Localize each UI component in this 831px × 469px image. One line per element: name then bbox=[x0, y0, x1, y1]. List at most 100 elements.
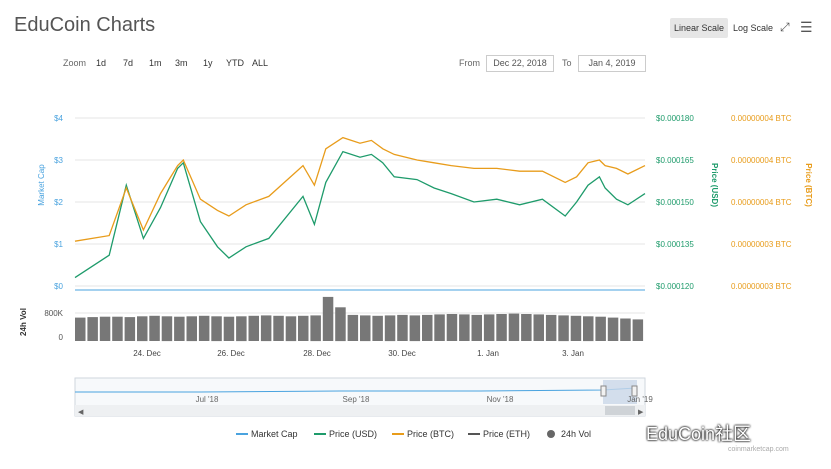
volume-bar bbox=[137, 316, 148, 342]
zoom-3m-button[interactable]: 3m bbox=[175, 58, 188, 68]
volume-bar bbox=[446, 314, 458, 341]
navigator-scrollbar bbox=[75, 405, 645, 416]
price-btc-series bbox=[74, 136, 646, 242]
volume-bar bbox=[298, 315, 309, 341]
volume-bar bbox=[112, 316, 123, 341]
volume-bar bbox=[409, 315, 421, 342]
x-tick-label: 26. Dec bbox=[217, 349, 245, 358]
volume-bar bbox=[87, 317, 98, 341]
to-label: To bbox=[562, 58, 572, 68]
volume-tick: 800K bbox=[44, 309, 63, 318]
volume-bar bbox=[211, 316, 222, 342]
volume-bar bbox=[422, 314, 433, 341]
market-cap-tick: $0 bbox=[54, 282, 63, 291]
expand-icon[interactable]: ⤢ bbox=[780, 20, 790, 34]
price-usd-tick: $0.000120 bbox=[656, 282, 694, 291]
zoom-label: Zoom bbox=[63, 58, 87, 68]
page-title: EduCoin Charts bbox=[14, 14, 156, 36]
market-cap-tick: $2 bbox=[54, 198, 63, 207]
volume-bar bbox=[384, 315, 396, 342]
volume-bar bbox=[285, 316, 297, 342]
navigator-label: Nov '18 bbox=[487, 395, 514, 404]
market-cap-tick: $1 bbox=[54, 240, 63, 249]
from-date-input[interactable]: Dec 22, 2018 bbox=[486, 55, 554, 72]
volume-bar bbox=[372, 315, 383, 341]
volume-bar bbox=[360, 315, 371, 342]
volume-axis-label: 24h Vol bbox=[19, 308, 28, 336]
volume-bar bbox=[620, 318, 631, 341]
price-usd-tick: $0.000180 bbox=[656, 114, 694, 123]
market-cap-axis-label: Market Cap bbox=[37, 164, 46, 206]
volume-bar bbox=[607, 317, 619, 341]
x-tick-label: 3. Jan bbox=[562, 349, 584, 358]
volume-bar bbox=[496, 314, 507, 341]
scroll-right-icon: ▶ bbox=[638, 409, 644, 416]
zoom-1d-button[interactable]: 1d bbox=[96, 58, 107, 68]
market-cap-tick: $3 bbox=[54, 156, 63, 165]
legend-item: Market Cap bbox=[251, 429, 298, 439]
x-tick-label: 24. Dec bbox=[133, 349, 161, 358]
volume-bar bbox=[260, 315, 272, 342]
zoom-1m-button[interactable]: 1m bbox=[149, 58, 162, 68]
zoom-7d-button[interactable]: 7d bbox=[123, 58, 134, 68]
volume-bar bbox=[471, 314, 482, 341]
legend-item: Price (ETH) bbox=[483, 429, 530, 439]
to-date-input[interactable]: Jan 4, 2019 bbox=[578, 55, 646, 72]
volume-bar bbox=[347, 314, 359, 341]
price-btc-tick: 0.00000004 BTC bbox=[731, 156, 792, 165]
log-scale-button[interactable]: Log Scale bbox=[733, 23, 774, 33]
legend-swatch bbox=[547, 430, 555, 438]
volume-bar bbox=[236, 316, 247, 342]
zoom-all-button[interactable]: ALL bbox=[252, 58, 269, 68]
navigator-label: Sep '18 bbox=[343, 395, 370, 404]
scrollbar-thumb bbox=[605, 406, 635, 415]
x-tick-label: 28. Dec bbox=[303, 349, 331, 358]
volume-bar bbox=[223, 316, 235, 341]
volume-bar bbox=[434, 314, 445, 341]
legend-item: Price (BTC) bbox=[407, 429, 454, 439]
price-usd-tick: $0.000165 bbox=[656, 156, 694, 165]
navigator-label: Jul '18 bbox=[196, 395, 219, 404]
volume-bar bbox=[397, 314, 408, 341]
volume-bar bbox=[161, 316, 173, 342]
volume-bar bbox=[99, 316, 111, 341]
volume-bar bbox=[632, 319, 644, 341]
price-btc-tick: 0.00000003 BTC bbox=[731, 282, 792, 291]
volume-bar bbox=[583, 316, 594, 342]
x-tick-label: 30. Dec bbox=[388, 349, 416, 358]
legend-item: Price (USD) bbox=[329, 429, 377, 439]
volume-bar bbox=[310, 315, 321, 342]
zoom-1y-button[interactable]: 1y bbox=[203, 58, 213, 68]
market-cap-tick: $4 bbox=[54, 114, 63, 123]
linear-scale-button[interactable]: Linear Scale bbox=[670, 18, 729, 38]
price-usd-series bbox=[74, 150, 646, 279]
x-tick-label: 1. Jan bbox=[477, 349, 499, 358]
price-btc-axis-label: Price (BTC) bbox=[804, 163, 813, 207]
price-usd-tick: $0.000135 bbox=[656, 240, 694, 249]
volume-bar bbox=[75, 317, 86, 341]
volume-bar bbox=[198, 315, 210, 341]
hamburger-menu-icon[interactable]: ☰ bbox=[800, 19, 813, 35]
volume-bar bbox=[508, 313, 520, 341]
price-usd-tick: $0.000150 bbox=[656, 198, 694, 207]
volume-bar bbox=[483, 314, 495, 341]
volume-tick: 0 bbox=[59, 333, 64, 342]
navigator-label: Jan '19 bbox=[627, 395, 653, 404]
navigator-selection bbox=[603, 380, 637, 404]
watermark: EduCoin社区 bbox=[646, 424, 752, 444]
volume-bar bbox=[273, 315, 284, 341]
volume-bar bbox=[174, 316, 185, 341]
scroll-left-icon: ◀ bbox=[78, 409, 84, 416]
zoom-ytd-button[interactable]: YTD bbox=[226, 58, 244, 68]
navigator-handle-right bbox=[631, 385, 638, 397]
volume-bar bbox=[248, 315, 259, 341]
volume-bar bbox=[149, 315, 160, 341]
volume-bar bbox=[570, 315, 582, 341]
from-label: From bbox=[459, 58, 480, 68]
volume-bar bbox=[533, 314, 544, 341]
volume-bar bbox=[335, 307, 346, 342]
watermark-sub: coinmarketcap.com bbox=[728, 446, 789, 453]
volume-bar bbox=[558, 315, 569, 342]
price-usd-axis-label: Price (USD) bbox=[710, 163, 719, 207]
